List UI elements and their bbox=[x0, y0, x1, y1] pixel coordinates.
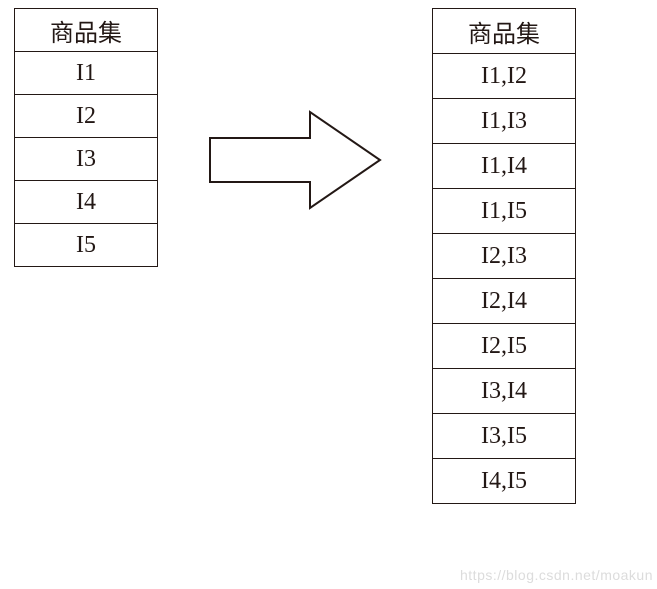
right-itemset-table: 商品集 I1,I2 I1,I3 I1,I4 I1,I5 I2,I3 I2,I4 … bbox=[432, 8, 576, 504]
left-table-row: I5 bbox=[15, 224, 158, 267]
left-table-row: I1 bbox=[15, 52, 158, 95]
left-table-header: 商品集 bbox=[15, 9, 158, 52]
right-table-row: I1,I3 bbox=[433, 99, 576, 144]
right-table-row: I1,I2 bbox=[433, 54, 576, 99]
right-table-row: I3,I5 bbox=[433, 414, 576, 459]
right-table-row: I1,I4 bbox=[433, 144, 576, 189]
right-table-row: I2,I3 bbox=[433, 234, 576, 279]
right-table-row: I2,I5 bbox=[433, 324, 576, 369]
left-table-row: I4 bbox=[15, 181, 158, 224]
right-table-row: I4,I5 bbox=[433, 459, 576, 504]
right-table-row: I1,I5 bbox=[433, 189, 576, 234]
right-table-header: 商品集 bbox=[433, 9, 576, 54]
left-table-row: I3 bbox=[15, 138, 158, 181]
left-table-row: I2 bbox=[15, 95, 158, 138]
left-itemset-table: 商品集 I1 I2 I3 I4 I5 bbox=[14, 8, 158, 267]
right-table-row: I3,I4 bbox=[433, 369, 576, 414]
diagram-container: 商品集 I1 I2 I3 I4 I5 商品集 I1,I2 I1,I3 I1,I4… bbox=[0, 0, 657, 589]
right-table-row: I2,I4 bbox=[433, 279, 576, 324]
arrow-icon bbox=[200, 100, 390, 220]
watermark-text: https://blog.csdn.net/moakun bbox=[460, 567, 653, 583]
